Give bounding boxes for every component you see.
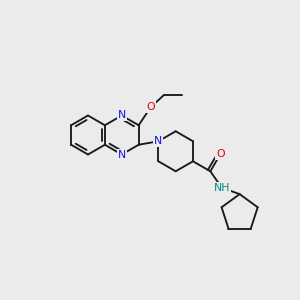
Text: N: N xyxy=(154,136,163,146)
Text: O: O xyxy=(216,149,225,159)
Text: NH: NH xyxy=(214,183,230,193)
Text: N: N xyxy=(154,136,163,146)
Text: N: N xyxy=(118,110,126,121)
Text: O: O xyxy=(146,102,155,112)
Text: N: N xyxy=(118,149,126,160)
